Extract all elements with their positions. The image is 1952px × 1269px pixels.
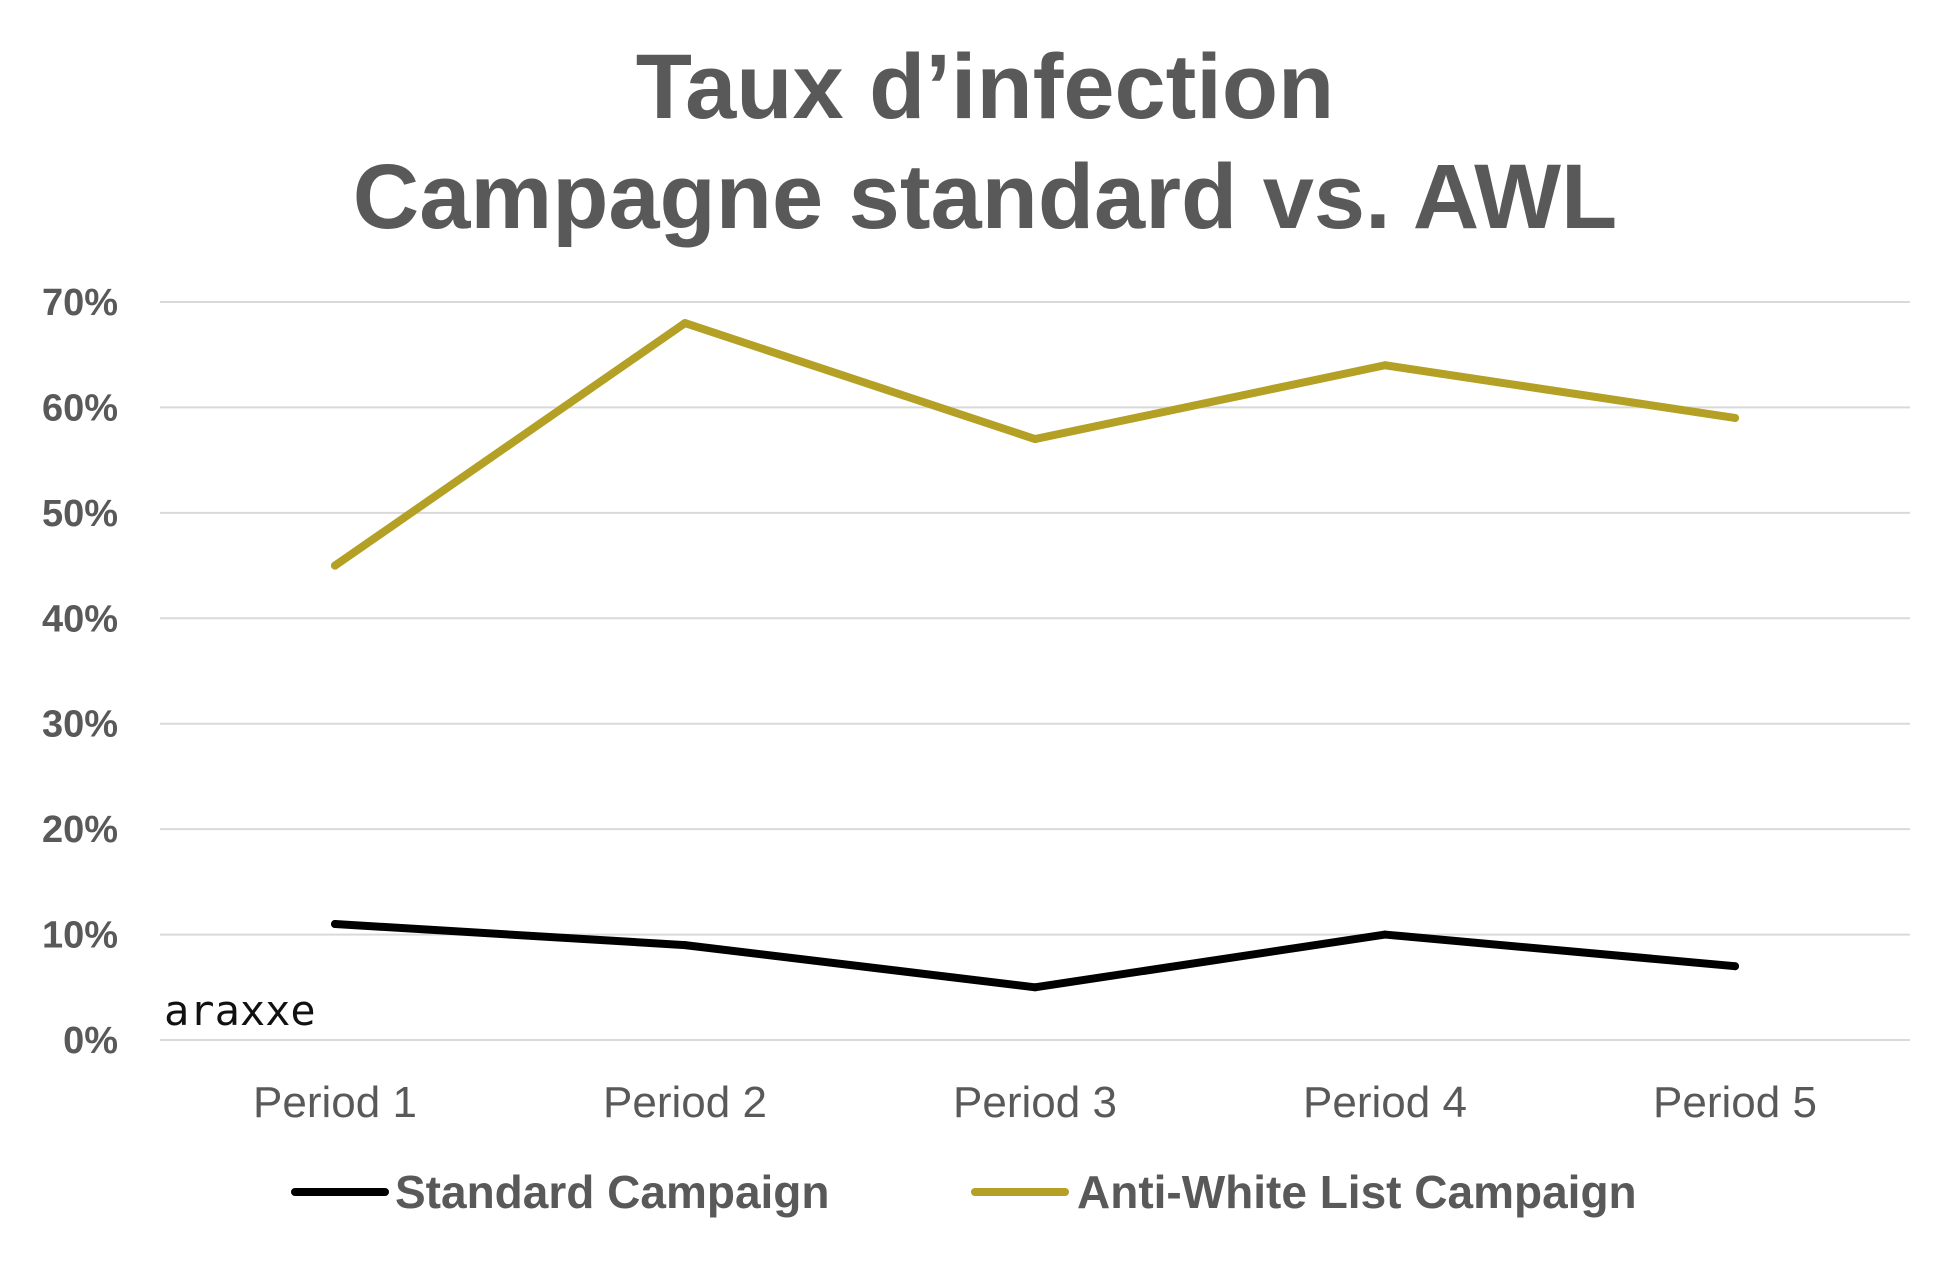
series-line-2: [331, 319, 1739, 570]
data-point: [331, 561, 339, 570]
data-point: [1731, 413, 1739, 422]
chart-title-line-2: Campagne standard vs. AWL: [353, 146, 1617, 248]
y-tick-label: 20%: [42, 809, 118, 851]
x-axis-tick-labels: Period 1 Period 2 Period 3 Period 4 Period 5: [253, 1078, 1817, 1127]
y-tick-label: 40%: [42, 598, 118, 640]
series-lines: [331, 319, 1739, 992]
watermark-logo: araxxe: [164, 986, 316, 1035]
x-tick-label: Period 1: [253, 1078, 417, 1127]
data-point: [1031, 983, 1039, 992]
data-point: [331, 920, 339, 929]
chart-title-line-1: Taux d’infection: [636, 36, 1335, 138]
y-tick-label: 60%: [42, 387, 118, 429]
y-tick-label: 30%: [42, 704, 118, 746]
y-tick-label: 0%: [63, 1020, 118, 1062]
legend-label: Standard Campaign: [395, 1166, 830, 1218]
legend-label: Anti-White List Campaign: [1077, 1166, 1637, 1218]
y-axis-tick-labels: 0% 10% 20% 30% 40% 50% 60% 70%: [42, 282, 118, 1062]
x-tick-label: Period 2: [603, 1078, 767, 1127]
x-tick-label: Period 5: [1653, 1078, 1817, 1127]
series-line-1: [331, 920, 1739, 992]
chart-title: Taux d’infection Campagne standard vs. A…: [353, 36, 1617, 248]
data-point: [681, 941, 689, 950]
legend: Standard Campaign Anti-White List Campaig…: [291, 1166, 1637, 1218]
data-point: [1381, 930, 1389, 939]
x-tick-label: Period 4: [1303, 1078, 1467, 1127]
y-tick-label: 10%: [42, 915, 118, 957]
data-point: [681, 319, 689, 328]
data-point: [1381, 361, 1389, 370]
y-tick-label: 50%: [42, 493, 118, 535]
data-point: [1731, 962, 1739, 971]
data-point: [1031, 435, 1039, 444]
x-tick-label: Period 3: [953, 1078, 1117, 1127]
y-tick-label: 70%: [42, 282, 118, 324]
